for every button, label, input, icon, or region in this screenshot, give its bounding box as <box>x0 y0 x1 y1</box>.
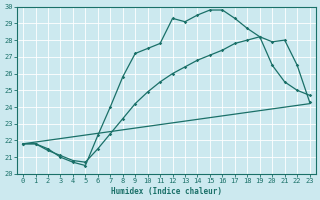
X-axis label: Humidex (Indice chaleur): Humidex (Indice chaleur) <box>111 187 222 196</box>
